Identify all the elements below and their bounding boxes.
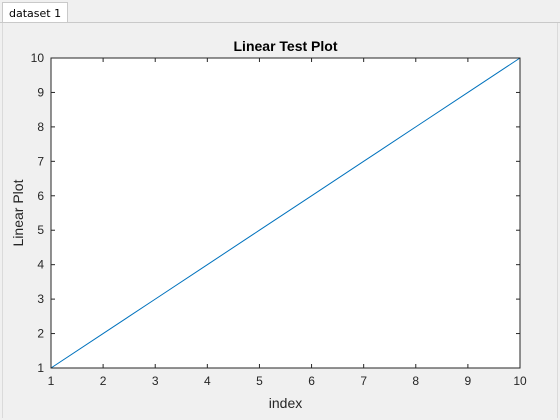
y-tick-label: 9 (37, 85, 44, 99)
axes-box (50, 57, 521, 369)
axis-tick-labels: 1 2 3 4 5 6 7 8 9 10 1 2 3 4 5 6 7 8 9 10 (31, 51, 527, 388)
y-tick-label: 2 (37, 327, 44, 341)
y-tick-label: 10 (31, 51, 45, 65)
y-tick-label: 8 (37, 120, 44, 134)
x-tick-label: 4 (204, 374, 211, 388)
chart-title: Linear Test Plot (234, 38, 338, 54)
y-axis-label: Linear Plot (10, 179, 26, 246)
tab-bar: dataset 1 (0, 0, 560, 24)
x-tick-label: 5 (256, 374, 263, 388)
x-axis-label: index (269, 395, 302, 411)
x-tick-label: 7 (360, 374, 367, 388)
y-tick-label: 4 (37, 258, 44, 272)
x-tick-label: 2 (100, 374, 107, 388)
y-tick-label: 5 (37, 223, 44, 237)
x-tick-label: 6 (308, 374, 315, 388)
tab-divider (0, 22, 560, 23)
y-tick-label: 3 (37, 292, 44, 306)
series-line (50, 57, 521, 369)
x-tick-label: 10 (513, 374, 527, 388)
x-tick-label: 8 (412, 374, 419, 388)
x-tick-label: 1 (48, 374, 55, 388)
y-tick-label: 1 (37, 361, 44, 375)
y-tick-label: 6 (37, 189, 44, 203)
series-layer (50, 57, 521, 369)
x-tick-label: 9 (465, 374, 472, 388)
x-tick-label: 3 (152, 374, 159, 388)
tab-dataset-1[interactable]: dataset 1 (2, 2, 69, 23)
y-tick-label: 7 (37, 154, 44, 168)
